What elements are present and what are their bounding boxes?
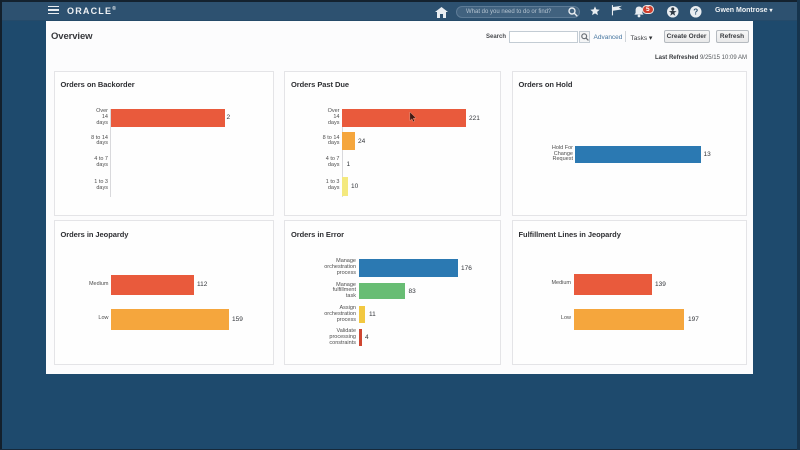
svg-text:?: ? (693, 8, 698, 17)
